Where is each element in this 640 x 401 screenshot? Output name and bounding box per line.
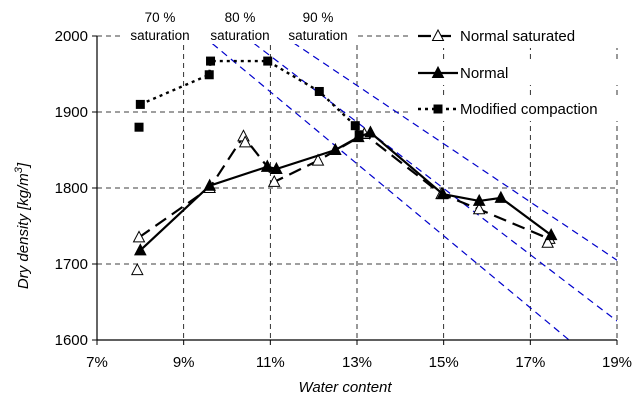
x-tick-label: 19%	[602, 354, 632, 371]
data-point	[544, 228, 558, 241]
y-tick-label: 1700	[55, 256, 88, 273]
data-point	[132, 230, 146, 243]
data-point	[472, 202, 486, 215]
legend-label: Modified compaction	[460, 101, 598, 118]
legend-label: Normal saturated	[460, 28, 575, 45]
saturation-line	[282, 36, 617, 261]
data-point	[130, 263, 144, 276]
annotation-bg	[200, 24, 280, 44]
x-tick-label: 11%	[256, 354, 285, 371]
data-point	[472, 193, 486, 206]
y-axis-title: Dry density [kg/m3]	[13, 162, 32, 289]
legend: Normal saturated Normal Modified compactio…	[410, 24, 638, 121]
data-point	[364, 125, 377, 138]
axes: 7% 9% 11% 13% 15% 17% 19% 1600 1700 1800 1900 2000	[55, 28, 632, 371]
x-tick-label: 15%	[429, 354, 459, 371]
legend-marker	[431, 28, 445, 41]
x-tick-label: 13%	[342, 354, 372, 371]
data-point	[541, 235, 554, 248]
data-point	[314, 86, 324, 96]
saturation-label-top: 70 %	[145, 10, 176, 25]
annotation-bg	[278, 24, 358, 44]
data-point	[311, 153, 325, 166]
data-point	[238, 135, 252, 148]
data-point	[263, 56, 273, 66]
data-point	[270, 161, 283, 174]
y-tick-label: 1900	[55, 104, 88, 121]
legend-label: Normal	[460, 65, 508, 82]
saturation-line	[202, 36, 571, 340]
data-point	[267, 174, 281, 187]
saturation-label-top: 80 %	[225, 10, 256, 25]
data-point	[494, 190, 508, 203]
data-point	[134, 243, 147, 256]
data-point	[135, 99, 145, 109]
series-normal-saturated	[130, 126, 556, 276]
y-tick-label: 2000	[55, 28, 88, 45]
data-point	[329, 142, 342, 155]
data-point	[206, 56, 216, 66]
saturation-label-bottom: saturation	[130, 28, 189, 43]
y-axis-title-sup: 3	[13, 166, 25, 173]
legend-marker	[433, 104, 443, 114]
y-axis-title-main: Dry density [kg/m	[15, 173, 32, 289]
annotation-bg	[120, 24, 200, 44]
data-point	[260, 159, 274, 172]
legend-marker	[431, 65, 445, 78]
series-line	[138, 132, 550, 240]
saturation-label-bottom: saturation	[288, 28, 347, 43]
x-tick-label: 9%	[173, 354, 195, 371]
data-point	[350, 121, 360, 131]
y-axis-title-end: ]	[15, 162, 32, 169]
y-tick-label: 1600	[55, 332, 88, 349]
saturation-label-bottom: saturation	[210, 28, 269, 43]
series-line	[139, 59, 361, 136]
data-point	[354, 130, 364, 140]
y-tick-label: 1800	[55, 180, 88, 197]
data-point	[134, 122, 144, 132]
series-group	[130, 56, 558, 276]
series-modified-compaction	[134, 56, 364, 140]
series-line	[139, 131, 552, 252]
data-point	[436, 187, 450, 200]
saturation-labels: 70 % saturation 80 % saturation 90 % saturati…	[120, 10, 358, 44]
data-point	[203, 178, 216, 191]
x-tick-label: 17%	[515, 354, 545, 371]
data-point	[204, 70, 214, 80]
saturation-label-top: 90 %	[303, 10, 334, 25]
x-axis-title: Water content	[298, 379, 392, 396]
x-tick-label: 7%	[86, 354, 108, 371]
